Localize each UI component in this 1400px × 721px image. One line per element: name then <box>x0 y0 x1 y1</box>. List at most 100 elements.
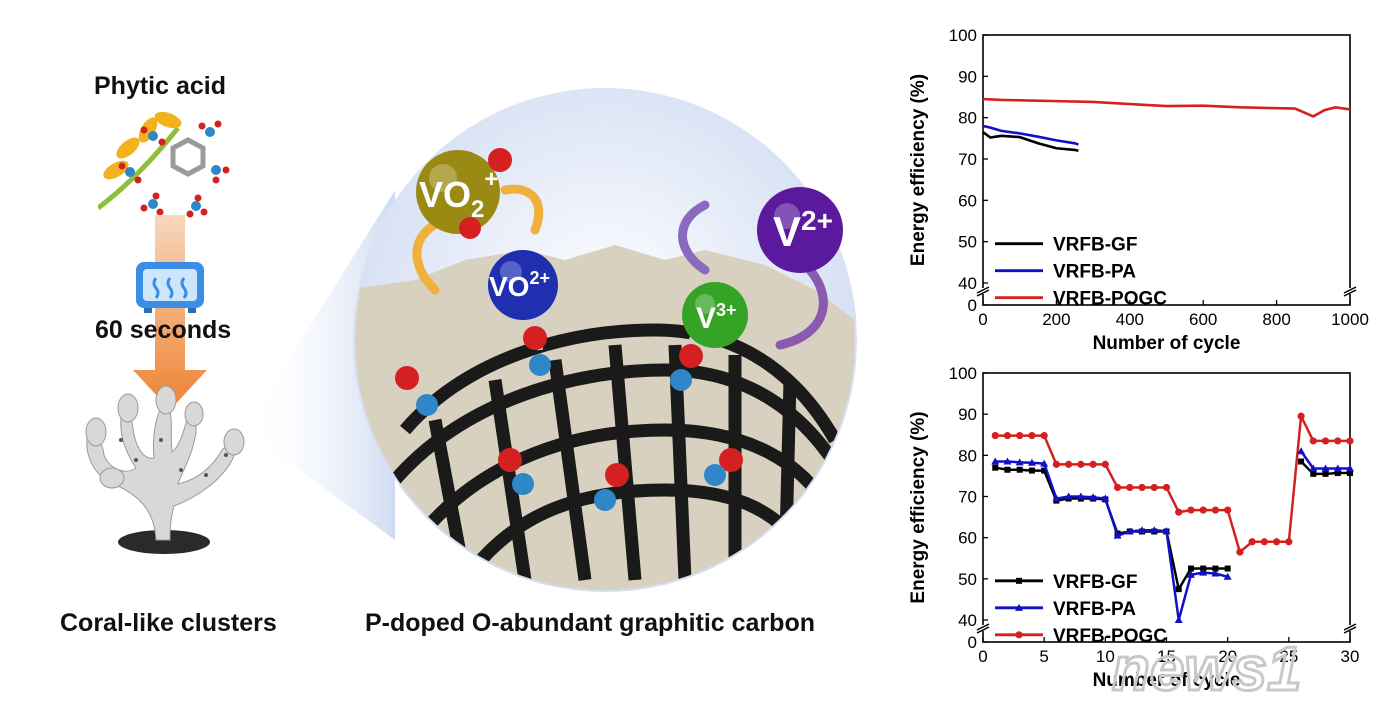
data-point <box>1199 568 1208 576</box>
axis-break-mark <box>976 289 990 297</box>
series-line-vrfb-pa <box>982 124 1079 146</box>
plot-frame <box>982 372 1351 643</box>
y-tick-label: 0 <box>968 633 977 652</box>
data-point <box>1285 538 1293 546</box>
data-point <box>1175 508 1183 516</box>
legend-label: VRFB-GF <box>1053 572 1137 593</box>
legend-label: VRFB-PA <box>1053 599 1136 620</box>
data-point <box>1138 483 1146 492</box>
x-tick-label: 600 <box>1189 310 1217 329</box>
data-point <box>1016 431 1024 440</box>
data-point <box>1004 466 1011 473</box>
data-point <box>1065 460 1073 468</box>
data-point <box>1126 483 1134 492</box>
data-point <box>1248 538 1256 546</box>
data-point <box>1334 437 1342 445</box>
data-point <box>1016 466 1023 473</box>
data-point <box>1101 494 1110 502</box>
data-point <box>1162 483 1171 492</box>
axis-break-mark <box>976 286 990 294</box>
y-tick-label: 70 <box>958 488 977 507</box>
data-point <box>1041 467 1048 474</box>
material-label: P-doped O-abundant graphitic carbon <box>365 609 815 637</box>
data-point <box>1187 506 1195 514</box>
legend-label: VRFB-GF <box>1053 235 1137 256</box>
legend-label: VRFB-POGC <box>1053 626 1167 647</box>
data-point <box>1028 431 1036 440</box>
watermark-text: news1 <box>1112 635 1302 704</box>
microwave-icon <box>136 262 204 313</box>
data-point <box>1212 565 1219 572</box>
x-tick-label: 0 <box>978 647 987 666</box>
x-tick-label: 0 <box>978 310 987 329</box>
vo-2plus-ion-label: VO2+ <box>489 268 550 302</box>
process-arrow <box>133 215 207 410</box>
data-point <box>1211 569 1220 577</box>
y-tick-label: 100 <box>949 364 977 383</box>
product-label: Coral-like clusters <box>60 609 277 637</box>
axis-break-mark <box>1343 289 1357 297</box>
data-point <box>1125 527 1134 535</box>
v-2plus-ion-label: V2+ <box>773 205 833 255</box>
data-point <box>1076 492 1085 500</box>
data-point <box>1113 531 1122 539</box>
legend-marker <box>1015 631 1023 639</box>
data-point <box>1186 570 1195 578</box>
data-point <box>1052 494 1061 502</box>
data-point <box>1187 565 1194 572</box>
x-tick-label: 800 <box>1262 310 1290 329</box>
legend-marker <box>1016 577 1022 584</box>
x-tick-label: 15 <box>1157 647 1176 666</box>
data-point <box>1138 526 1147 534</box>
data-point <box>1040 459 1049 467</box>
data-point <box>1321 437 1330 445</box>
y-axis-label: Energy efficiency (%) <box>908 411 929 603</box>
y-tick-label: 80 <box>958 446 977 465</box>
x-tick-label: 25 <box>1279 647 1298 666</box>
y-tick-label: 60 <box>958 191 977 210</box>
data-point <box>1224 565 1231 572</box>
y-tick-label: 90 <box>958 405 977 424</box>
x-axis-label: Number of cycle <box>1093 333 1241 354</box>
y-tick-label: 80 <box>958 109 977 128</box>
data-point <box>1223 572 1232 580</box>
data-point <box>1333 464 1342 472</box>
process-label: 60 seconds <box>95 316 232 344</box>
data-point <box>1003 457 1012 465</box>
legend-marker <box>1015 603 1023 611</box>
data-point <box>1040 431 1048 440</box>
data-point <box>1150 483 1158 492</box>
x-tick-label: 30 <box>1341 647 1360 666</box>
y-tick-label: 90 <box>958 67 977 86</box>
coral-cluster-image <box>85 385 245 554</box>
data-point <box>991 457 1000 465</box>
data-point <box>991 431 999 440</box>
y-tick-label: 50 <box>958 570 977 589</box>
precursor-label: Phytic acid <box>94 72 226 100</box>
data-point <box>1322 470 1329 477</box>
data-point <box>1113 483 1122 492</box>
data-point <box>1347 470 1353 477</box>
data-point <box>1175 586 1182 593</box>
x-tick-label: 5 <box>1039 647 1048 666</box>
data-point <box>1101 460 1109 468</box>
data-point <box>1052 460 1060 468</box>
legend-label: VRFB-POGC <box>1053 289 1167 310</box>
series-line-vrfb-pa <box>995 460 1228 621</box>
x-tick-label: 200 <box>1042 310 1070 329</box>
series-line-vrfb-gf <box>982 131 1079 153</box>
data-point <box>1321 464 1330 472</box>
vo2-plus-ion-label: VO2+ <box>419 166 498 223</box>
data-point <box>1199 506 1207 514</box>
x-tick-label: 20 <box>1218 647 1237 666</box>
data-point <box>1334 470 1341 477</box>
data-point <box>992 464 999 471</box>
y-tick-label: 70 <box>958 150 977 169</box>
data-point <box>1028 467 1035 474</box>
x-tick-label: 400 <box>1116 310 1144 329</box>
data-point <box>1200 565 1207 572</box>
axis-break-mark <box>976 626 990 634</box>
axis-break-mark <box>1343 626 1357 634</box>
